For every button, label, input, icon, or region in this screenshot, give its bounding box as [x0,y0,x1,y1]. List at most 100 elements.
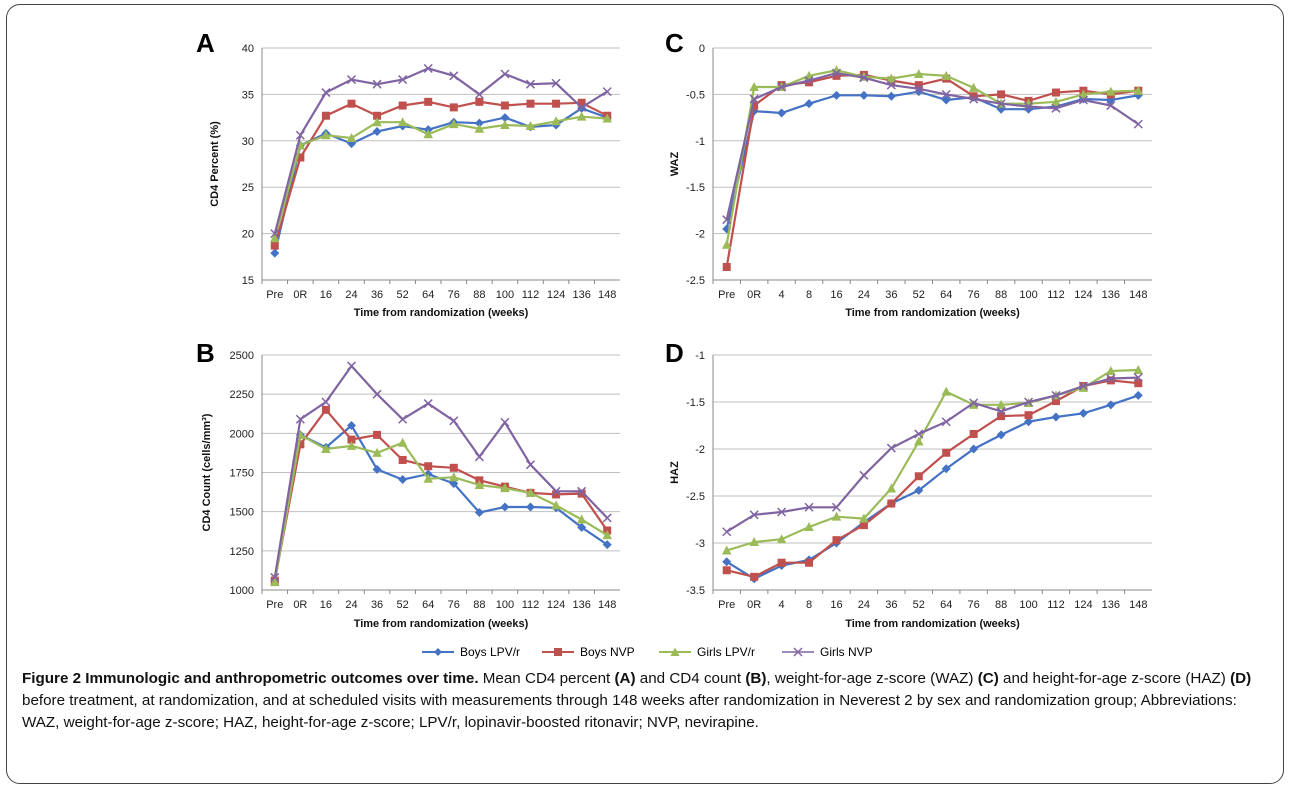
panel-b-xtick-label: Pre [266,599,283,611]
panel-c: C -2.5 -2 -1.5 -1 -0.5 0 Pre 0R 4 8 16 24 36 52 64 76 88 1… [665,28,1152,319]
panel-b-series-boys-lpv-r-point [577,522,587,532]
panel-b-series-boys-nvp-point [347,435,356,444]
panel-a-series-girls-lpv-r-point [474,123,485,133]
panel-c-series-girls-nvp-point [1133,119,1143,129]
panel-d-series-boys-lpv-r-point [722,557,732,567]
panel-d-xtick-label: 36 [885,599,897,611]
legend-label-girls-nvp: Girls NVP [820,645,873,659]
panel-d-series-girls-lpv-r-point [913,436,924,446]
panel-a-series-boys-nvp-point [552,99,561,108]
panel-d-xtick-label: 0R [747,599,761,611]
panel-a-series-girls-lpv-r-point [321,130,331,140]
panel-d-series-boys-nvp-point [750,572,759,581]
panel-a-series-boys-nvp-point [347,99,356,108]
panel-b-series-girls-lpv-r-point [602,530,613,540]
panel-c-series-girls-nvp-point [1106,101,1116,111]
panel-b-series-girls-nvp-point [474,452,484,462]
panel-b-series-girls-lpv-r-point [269,577,280,587]
legend-marker-girls-nvp [782,647,814,657]
panel-d-series-girls-nvp-point [1106,373,1116,384]
panel-c-y-axis-title: WAZ [669,152,681,177]
panel-b-series-girls-nvp-point [346,361,357,371]
panel-c-series-girls-nvp-point [1078,95,1088,105]
panel-b-xtick-label: 52 [397,599,409,611]
panel-c-series-girls-lpv-r-point [886,73,897,83]
panel-a-series-girls-lpv-r-point [372,117,382,127]
panel-b-series-boys-nvp-point [321,405,330,414]
panel-c-series-girls-nvp-point [969,94,979,104]
panel-b-ytick-label: 2250 [230,389,254,401]
panel-d-series-girls-lpv-r-point [996,399,1006,409]
panel-a-xtick-label: 24 [345,289,357,301]
panel-b-xtick-label: 124 [547,599,565,611]
panel-c-series-girls-lpv-r-point [1106,86,1116,96]
panel-d-series-girls-lpv-r-point [1106,365,1116,375]
panel-c-series-boys-lpv-r-point [886,91,896,101]
panel-c-xtick-label: 4 [779,289,785,301]
panel-d-xtick-label: 88 [995,599,1007,611]
panel-b-xtick-label: 76 [448,599,460,611]
panel-a-series-girls-lpv-r-point [500,120,510,130]
panel-c-series-girls-nvp-point [831,68,841,78]
panel-b-y-axis-title: CD4 Count (cells/mm³) [201,413,213,531]
panel-c-series-boys-lpv-r-point [804,99,814,109]
panel-a-xtick-label: 100 [496,289,514,301]
panel-b-series-boys-lpv-r-point [398,475,408,485]
caption-text-2: and CD4 count [635,670,746,687]
panel-d-series-boys-nvp-point [887,499,896,508]
panel-a-series-girls-lpv-r-point [551,116,561,126]
panel-a-xtick-label: 148 [598,289,616,301]
panel-b-series-girls-nvp-point [577,486,587,496]
panel-b-series-boys-lpv-r-point [449,478,459,488]
panel-b-ytick-label: 2000 [230,428,254,440]
panel-b-ytick-label: 1000 [230,585,254,597]
panel-d-series-girls-nvp-point [1023,397,1034,407]
panel-c-ytick-label: -2.5 [686,275,705,287]
panel-a-x-axis-title: Time from randomization (weeks) [354,307,529,319]
legend-label-girls-lpvr: Girls LPV/r [697,645,756,659]
panel-d-series-girls-nvp-point [1051,390,1061,400]
panel-c-xtick-label: 148 [1129,289,1147,301]
panel-c-series-girls-nvp-point [749,94,759,104]
figure-caption: Figure 2 Immunologic and anthropometric … [22,668,1272,734]
panel-a-xtick-label: 124 [547,289,565,301]
panel-c-series-girls-nvp-line [725,71,1139,220]
panel-d-series-boys-lpv-r-point [1133,390,1143,400]
panel-a-series-girls-nvp-point [551,78,561,88]
panel-b-series-boys-nvp-point [373,430,382,439]
panel-a-series-girls-lpv-r-point [397,117,408,127]
panel-a-xtick-label: 136 [572,289,590,301]
panel-b-series-boys-lpv-r-point [474,507,484,517]
panel-d-series-girls-lpv-r-point [831,511,842,521]
panel-c-series-girls-nvp-point [777,82,787,92]
panel-b-xtick-label: 16 [320,599,332,611]
panel-b-xtick-label: 0R [293,599,307,611]
panel-d-series-girls-lpv-r-point [968,399,979,409]
panel-d-xtick-label: 148 [1129,599,1147,611]
panel-a-series-girls-nvp-point [295,130,305,140]
panel-d-xtick-label: 52 [913,599,925,611]
panel-b-series-boys-lpv-r-point [526,502,535,512]
panel-c-ytick-label: -0.5 [686,89,705,101]
panel-a-series-girls-nvp-point [577,102,587,112]
panel-a-series-girls-lpv-r-point [525,120,536,130]
panel-c-xtick-label: 0R [747,289,761,301]
panel-c-series-boys-lpv-r-line [725,90,1139,230]
panel-d-letter: D [665,338,684,368]
caption-text-3: , weight-for-age z-score (WAZ) [766,670,978,687]
panel-a-series-girls-nvp-point [449,71,459,81]
panel-b-series-girls-lpv-r-point [474,480,485,490]
panel-c-xtick-label: Pre [718,289,735,301]
panel-d-series-boys-nvp-point [832,536,841,545]
panel-d-series-girls-lpv-r-point [1078,382,1089,392]
caption-text-1: Mean CD4 percent [478,670,615,687]
panel-c-series-girls-lpv-r-point [749,81,759,91]
panel-d-series-boys-nvp-point [859,521,868,530]
panel-c-xtick-label: 52 [913,289,925,301]
panel-a-xtick-label: 0R [293,289,307,301]
panel-d-series-boys-nvp-point [1134,379,1143,388]
panel-b-series-boys-lpv-r-point [500,502,510,512]
caption-text-4: and height-for-age z-score (HAZ) [998,670,1231,687]
panel-d-series-girls-nvp-point [941,417,951,427]
panel-c-ytick-label: -1 [695,136,705,148]
